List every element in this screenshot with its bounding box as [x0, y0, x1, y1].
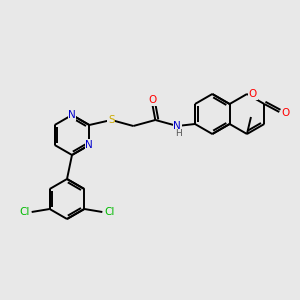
Text: N: N	[85, 140, 93, 150]
Text: S: S	[108, 115, 115, 125]
Text: O: O	[148, 95, 156, 105]
Text: Cl: Cl	[104, 207, 115, 217]
Text: N: N	[173, 121, 181, 131]
Text: O: O	[281, 108, 290, 118]
Text: Cl: Cl	[20, 207, 30, 217]
Text: N: N	[68, 110, 76, 120]
Text: O: O	[249, 89, 257, 99]
Text: H: H	[175, 130, 182, 139]
